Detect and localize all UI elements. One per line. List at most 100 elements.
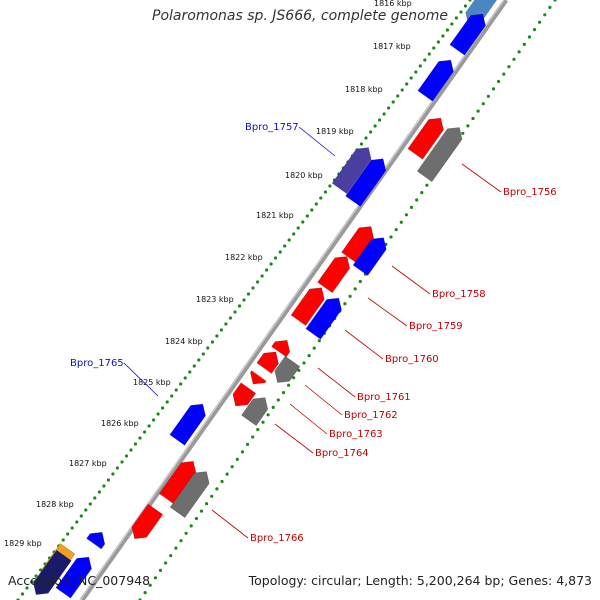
gc-dot-left [206,346,210,350]
gc-dash-right [179,539,183,543]
gene-gray [241,397,269,427]
gene-label[interactable]: Bpro_1760 [385,354,439,365]
gc-dot-left [269,262,273,266]
gc-dot-left [373,124,377,128]
gc-dash-right [164,561,168,565]
gc-dot-left [436,40,440,44]
gene-label[interactable]: Bpro_1762 [344,410,398,421]
gc-dash-right [415,198,419,202]
gene-label[interactable]: Bpro_1756 [503,187,557,198]
gene-label[interactable]: Bpro_1766 [250,533,304,544]
gene-blue [86,531,106,550]
gene-red [407,117,444,160]
gc-dot-left [382,112,386,116]
gene-blue [417,59,454,102]
gc-dot-left [256,280,260,284]
gc-dash-right [169,554,173,558]
gc-dot-left [120,460,124,464]
gc-dot-left [34,574,38,578]
gene-label[interactable]: Bpro_1758 [432,289,486,300]
gene-red [271,339,291,358]
gc-dot-left [84,508,88,512]
gc-dot-left [246,292,251,296]
gc-dash-right [497,79,501,84]
gc-dash-right [230,465,234,469]
gene-purple [331,147,372,195]
gc-dot-left [387,106,391,110]
gc-dot-left [274,256,278,260]
gene-label[interactable]: Bpro_1765 [70,358,124,369]
leader-line [123,362,159,397]
gc-dash-right [194,516,198,521]
gc-dash-right [307,354,311,358]
gc-dot-left [165,400,169,404]
gc-dot-left [283,244,287,248]
gc-dot-left [409,76,413,80]
gc-dash-right [225,472,229,476]
gc-dash-right [507,65,511,69]
kbp-tick-label: 1817 kbp [373,42,411,51]
gc-dash-right [205,502,209,506]
gc-dash-right [358,279,362,284]
gc-dot-left [224,322,228,326]
gc-dot-left [287,238,291,242]
gc-dash-right [235,457,239,461]
gc-dot-left [156,412,160,416]
gc-dot-left [170,394,174,398]
gc-dash-right [210,494,214,498]
gene-red [317,256,351,294]
gene-label[interactable]: Bpro_1759 [409,321,463,332]
gc-dot-left [97,490,101,494]
gc-dash-right [199,509,204,513]
gc-dot-left [20,592,25,596]
gc-dot-left [396,94,400,98]
gene-blue [55,556,92,599]
gene-red [290,287,325,326]
gc-dash-right [394,228,398,232]
leader-line [317,367,356,398]
gc-dot-left [364,136,368,140]
kbp-tick-label: 1821 kbp [256,211,294,220]
gc-dot-left [188,370,192,374]
gc-dot-left [201,352,205,356]
gc-dot-left [25,586,29,590]
leader-line [367,297,408,327]
gc-dot-left [129,448,133,452]
gene-blue [345,158,387,207]
gc-dot-left [161,406,165,410]
gc-dash-right [404,213,408,217]
gc-dash-right [215,487,219,491]
gene-label[interactable]: Bpro_1757 [245,122,299,133]
gc-dot-left [61,538,65,542]
gc-dot-left [210,340,214,344]
gene-label[interactable]: Bpro_1763 [329,429,383,440]
gc-dash-right [266,413,270,417]
gene-labels: Bpro_1757 Bpro_1756 Bpro_1758 Bpro_1759 Bpro… [70,122,557,544]
gene-label[interactable]: Bpro_1764 [315,448,369,459]
kbp-tick-label: 1816 kbp [374,0,412,8]
gc-dash-right [220,479,224,484]
gc-dot-left [115,466,119,470]
gc-dot-left [369,130,373,134]
gc-dash-right [399,220,403,224]
gc-dot-left [450,22,454,26]
gene-red [158,460,197,505]
gc-dash-right [153,576,157,580]
kbp-tick-label: 1820 kbp [285,171,323,180]
kbp-ticks: 1816 kbp 1817 kbp 1818 kbp 1819 kbp 1820 kbp… [4,0,412,548]
gc-dot-left [39,568,43,572]
gc-dot-left [106,478,110,482]
gc-dot-left [66,532,70,536]
gc-dash-right [251,435,255,439]
gc-dot-left [183,376,187,380]
gc-dash-right [548,5,552,9]
gc-dot-left [418,64,422,68]
gene-label[interactable]: Bpro_1761 [357,392,411,403]
gc-dash-right [420,191,424,195]
gc-dash-right [532,28,537,32]
kbp-tick-label: 1825 kbp [133,378,171,387]
kbp-tick-label: 1826 kbp [101,419,139,428]
gc-dot-left [405,82,409,86]
gc-dot-left [215,334,219,338]
